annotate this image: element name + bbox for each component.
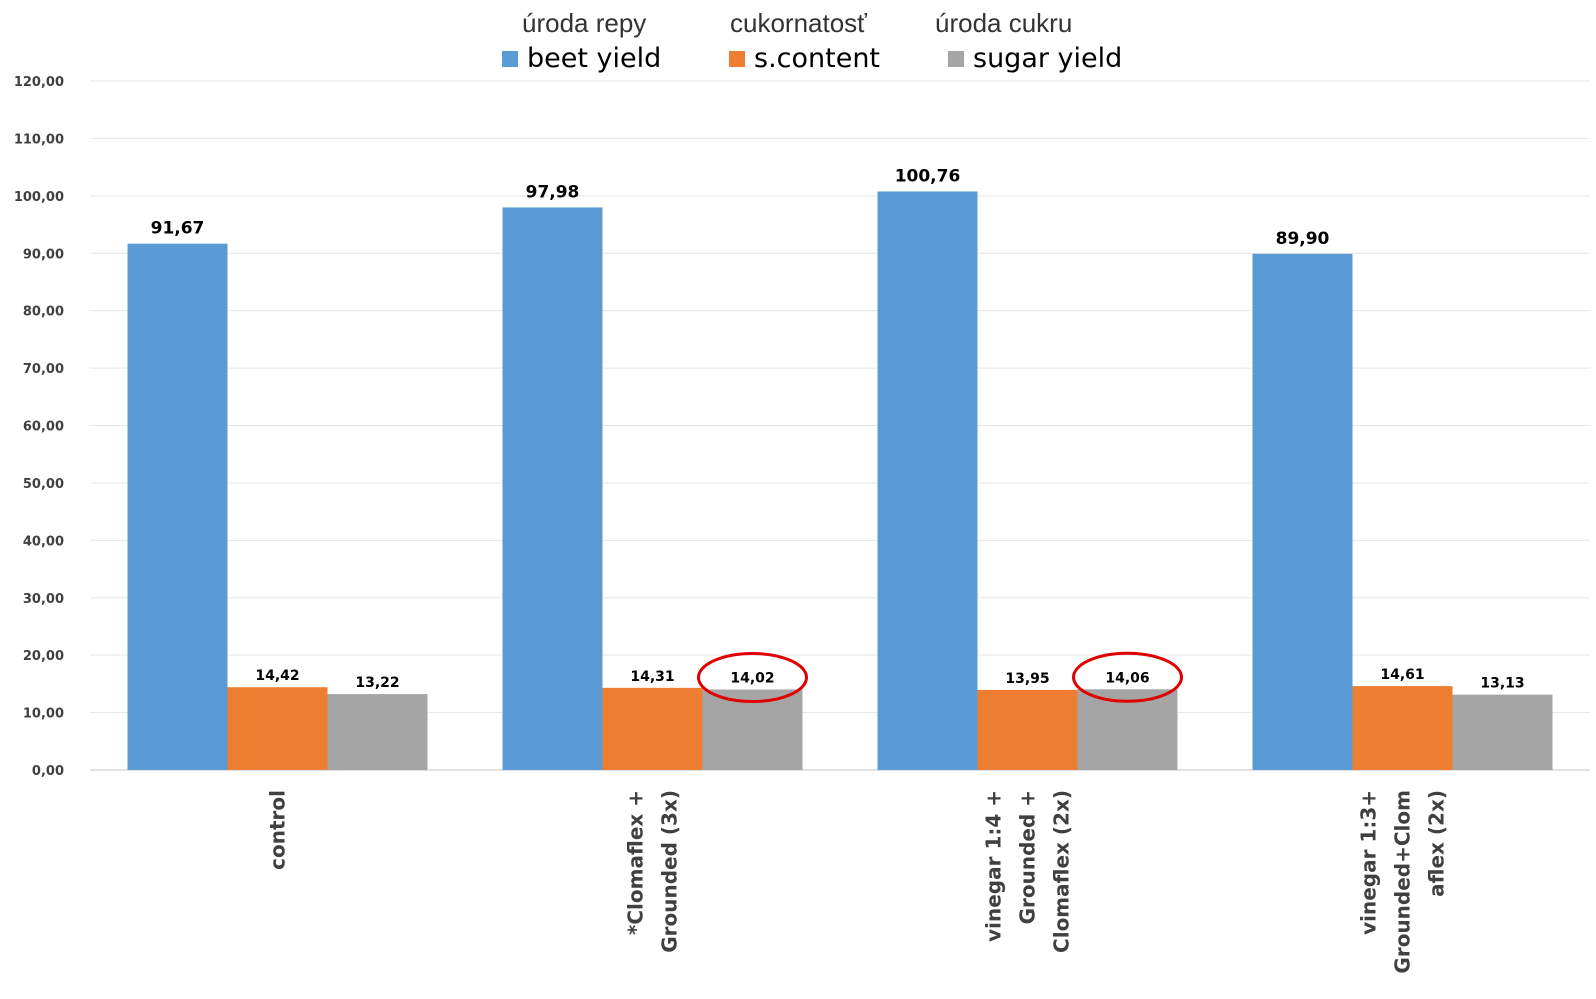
y-tick-label: 120,00 <box>14 75 64 90</box>
category-label: Clomaflex (2x) <box>1050 790 1074 953</box>
y-tick-label: 110,00 <box>14 132 64 147</box>
y-tick-label: 50,00 <box>23 477 64 492</box>
bar <box>1252 253 1353 771</box>
y-tick-label: 10,00 <box>23 707 64 722</box>
bar <box>502 207 603 770</box>
data-label: 14,06 <box>1105 670 1149 686</box>
highlight-circle <box>1072 651 1183 703</box>
y-tick-label: 100,00 <box>14 190 64 205</box>
category-labels: control *Clomaflex + Grounded (3x) vinegar … <box>266 790 1449 974</box>
bar <box>127 243 228 770</box>
category-label: vinegar 1:4 + <box>982 790 1006 942</box>
legend-label: s.content <box>754 43 880 74</box>
bar <box>602 687 703 770</box>
bar <box>977 689 1078 770</box>
y-tick-label: 40,00 <box>23 534 64 549</box>
legend-swatch <box>502 51 518 67</box>
data-label: 14,31 <box>630 669 674 685</box>
grid-lines <box>90 80 1590 714</box>
data-label: 14,61 <box>1380 667 1424 683</box>
bar <box>1452 694 1553 770</box>
legend-swatch <box>948 51 964 67</box>
legend-swatch <box>729 51 745 67</box>
bars <box>127 191 1553 771</box>
legend-label: sugar yield <box>973 43 1122 74</box>
y-tick-label: 20,00 <box>23 649 64 664</box>
y-tick-label: 70,00 <box>23 362 64 377</box>
category-label: vinegar 1:3+ <box>1357 790 1381 935</box>
legend: úroda repy beet yield cukornatosť s.content… <box>502 8 1122 74</box>
legend-label: beet yield <box>527 43 661 74</box>
category-label: Grounded + <box>1016 790 1040 924</box>
legend-label-sk: cukornatosť <box>730 8 867 38</box>
bar <box>327 694 428 770</box>
y-tick-label: 60,00 <box>23 420 64 435</box>
highlight-circle <box>697 652 808 704</box>
data-label: 14,02 <box>730 671 774 687</box>
data-label: 97,98 <box>526 182 580 202</box>
category-label: Grounded (3x) <box>658 790 682 953</box>
category-label: Grounded+Clom <box>1391 790 1415 974</box>
category-label: aflex (2x) <box>1425 790 1449 897</box>
category-label: *Clomaflex + <box>624 790 648 935</box>
y-tick-label: 80,00 <box>23 305 64 320</box>
bar <box>1352 686 1453 770</box>
y-axis-tick-labels: 0,00 10,00 20,00 30,00 40,00 50,00 60,00 70,00 8… <box>14 75 64 779</box>
category-label: control <box>266 790 290 870</box>
y-tick-label: 90,00 <box>23 247 64 262</box>
data-label: 13,13 <box>1480 676 1524 692</box>
bar <box>877 191 978 770</box>
data-label: 13,95 <box>1005 671 1049 687</box>
legend-label-sk: úroda cukru <box>935 8 1072 38</box>
bar <box>227 687 328 770</box>
y-tick-label: 30,00 <box>23 592 64 607</box>
data-label: 100,76 <box>895 166 961 186</box>
data-label: 89,90 <box>1276 229 1330 249</box>
highlight-circles <box>697 651 1183 704</box>
y-tick-label: 0,00 <box>32 764 64 779</box>
data-label: 13,22 <box>355 675 399 691</box>
legend-label-sk: úroda repy <box>522 8 646 38</box>
data-label: 14,42 <box>255 668 299 684</box>
data-label: 91,67 <box>151 219 205 239</box>
data-labels: 91,67 97,98 100,76 89,90 14,42 14,31 13,95 14,6… <box>151 166 1525 691</box>
